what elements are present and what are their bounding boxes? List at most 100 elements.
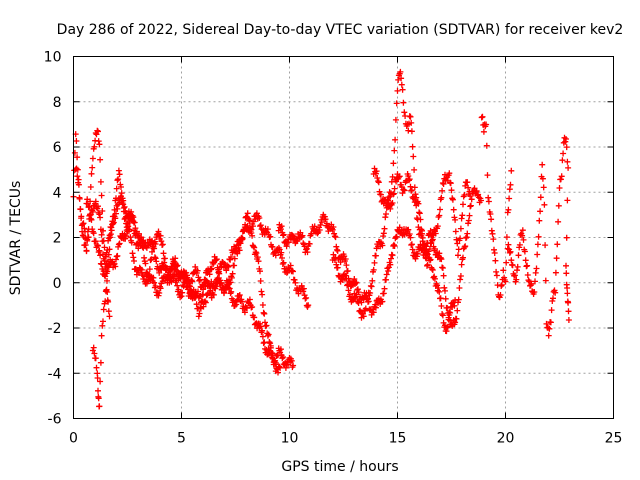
data-point (457, 235, 464, 242)
data-point (128, 239, 135, 246)
data-point (147, 257, 154, 264)
data-point (197, 293, 204, 299)
data-point (82, 242, 89, 248)
data-point (172, 255, 179, 262)
data-point (138, 266, 145, 273)
data-point (393, 100, 400, 107)
data-point (554, 241, 561, 248)
data-point (487, 211, 494, 217)
data-point (455, 252, 461, 259)
data-point (162, 267, 169, 274)
data-point (558, 173, 565, 180)
data-point (453, 236, 460, 243)
data-point (260, 309, 267, 316)
data-point (489, 230, 496, 237)
data-point (157, 232, 164, 239)
data-point (429, 266, 436, 273)
data-point (118, 190, 125, 197)
data-point (351, 276, 358, 282)
data-point (389, 173, 396, 180)
data-point (344, 267, 351, 274)
data-point (398, 75, 405, 82)
data-point (83, 248, 90, 255)
data-point (464, 179, 471, 186)
data-point (344, 282, 351, 289)
data-point (213, 256, 220, 263)
data-point (463, 234, 470, 241)
data-point (227, 256, 234, 263)
y-tick-label: -2 (48, 321, 62, 337)
data-point (228, 288, 235, 295)
data-point (408, 119, 415, 126)
data-point (213, 256, 220, 263)
data-point (537, 194, 544, 201)
data-point (446, 309, 453, 316)
data-point (367, 290, 374, 296)
data-point (343, 262, 350, 269)
data-point (216, 270, 223, 277)
data-point (533, 265, 540, 272)
data-point (260, 340, 267, 347)
data-point (257, 268, 263, 275)
data-point (261, 339, 268, 346)
data-point (454, 307, 461, 314)
data-point (563, 270, 570, 277)
y-tick-label: 4 (53, 185, 62, 201)
data-point (438, 303, 445, 309)
data-point (439, 180, 446, 186)
data-point (226, 281, 232, 287)
data-point (91, 350, 98, 357)
data-point (259, 302, 266, 308)
data-point (382, 196, 389, 203)
data-point (236, 293, 243, 299)
data-point (115, 167, 122, 174)
data-point (457, 273, 464, 279)
data-point (264, 226, 271, 233)
data-point (87, 184, 94, 190)
data-point (210, 291, 217, 298)
data-point (415, 200, 422, 207)
data-point (492, 257, 499, 264)
data-point (132, 225, 139, 232)
data-point (179, 289, 186, 296)
data-point (257, 323, 264, 330)
data-point (520, 236, 527, 243)
data-point (239, 298, 245, 305)
data-point (111, 260, 118, 267)
data-point (437, 295, 444, 302)
data-point (98, 332, 105, 339)
data-point (95, 128, 101, 135)
data-point (116, 171, 123, 178)
data-point (96, 403, 103, 410)
data-point (542, 277, 549, 284)
data-point (509, 262, 516, 269)
data-point (110, 220, 117, 227)
data-point (391, 147, 398, 154)
data-point (264, 332, 271, 339)
data-point (241, 309, 248, 316)
data-point (387, 261, 394, 268)
data-point (237, 240, 244, 247)
data-point (528, 280, 535, 287)
data-point (552, 269, 559, 276)
data-point (143, 269, 150, 276)
data-point (407, 113, 414, 120)
data-point (115, 241, 122, 248)
data-point (306, 240, 313, 247)
data-point (323, 220, 330, 227)
data-point (368, 283, 375, 290)
data-point (164, 279, 171, 286)
data-point (267, 233, 274, 240)
data-point (159, 241, 166, 248)
data-point (452, 297, 459, 304)
data-point (444, 305, 451, 311)
data-point (250, 223, 256, 230)
data-point (80, 220, 87, 227)
data-point (200, 303, 207, 310)
data-point (149, 237, 155, 244)
data-point (485, 194, 492, 201)
y-tick-label: -4 (48, 366, 62, 382)
data-point (113, 210, 119, 217)
data-point (104, 277, 110, 284)
